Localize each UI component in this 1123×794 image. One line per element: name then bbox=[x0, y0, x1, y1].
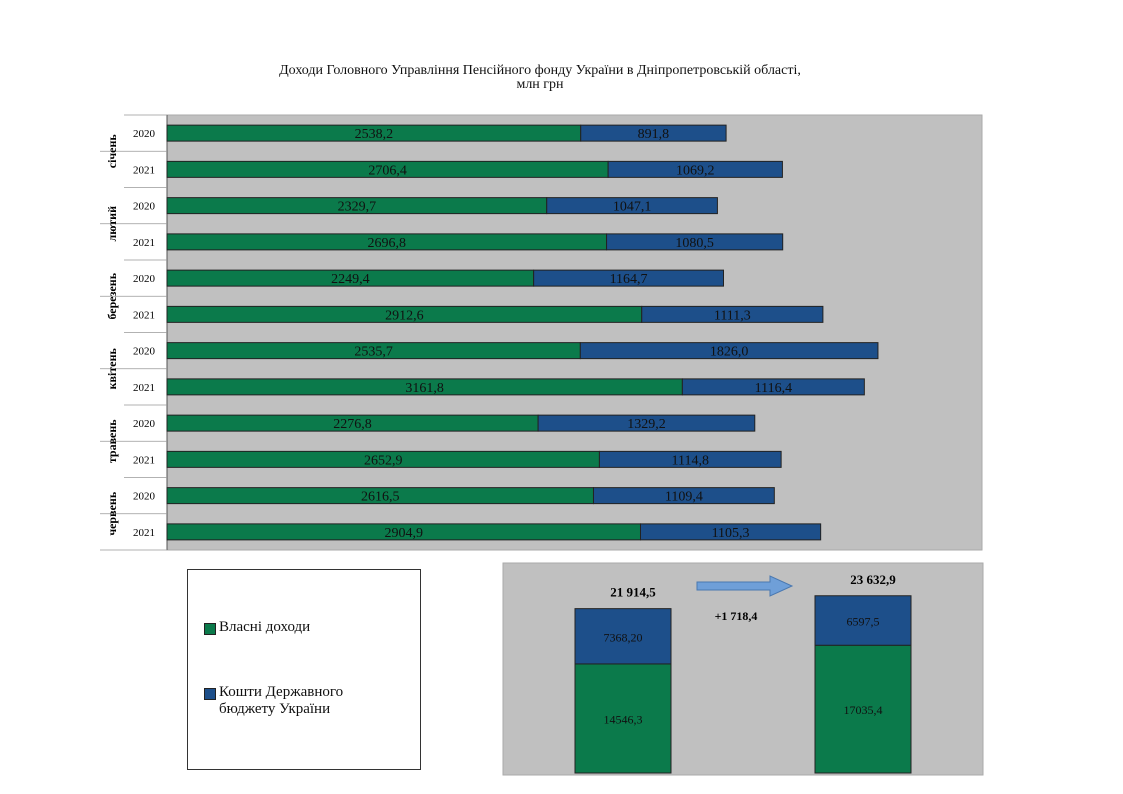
data-label-own: 2706,4 bbox=[368, 163, 407, 178]
year-label: 2021 bbox=[133, 454, 155, 466]
column-total: 23 632,9 bbox=[850, 572, 896, 587]
month-label: березень bbox=[105, 272, 119, 319]
data-label-budget: 1047,1 bbox=[613, 200, 652, 215]
data-label-own: 3161,8 bbox=[405, 381, 444, 396]
month-label: квітень bbox=[105, 347, 119, 389]
data-label-budget: 1116,4 bbox=[755, 381, 792, 396]
legend-label-line: Кошти Державного bbox=[219, 684, 344, 700]
data-label-own: 2538,2 bbox=[355, 127, 394, 142]
bar-budget bbox=[579, 342, 879, 360]
column-label-own: 17035,4 bbox=[844, 703, 883, 717]
difference-label: +1 718,4 bbox=[715, 609, 758, 623]
column-own bbox=[814, 644, 912, 774]
year-label: 2021 bbox=[133, 309, 155, 321]
data-label-budget: 1105,3 bbox=[712, 526, 750, 541]
bar-budget bbox=[641, 305, 824, 323]
chart-title: Доходи Головного Управління Пенсійного ф… bbox=[150, 64, 930, 92]
legend-swatch-green bbox=[204, 623, 216, 635]
data-label-budget: 1114,8 bbox=[672, 453, 709, 468]
bar-budget bbox=[639, 523, 822, 541]
data-label-budget: 1080,5 bbox=[675, 236, 714, 251]
column-budget bbox=[574, 608, 672, 665]
year-label: 2020 bbox=[133, 418, 156, 430]
legend-label-line: бюджету України bbox=[219, 701, 331, 717]
bar-budget bbox=[592, 487, 775, 505]
arrow-right-icon bbox=[696, 575, 794, 597]
year-label: 2020 bbox=[133, 128, 156, 140]
bar-budget bbox=[607, 160, 783, 178]
data-label-own: 2652,9 bbox=[364, 453, 403, 468]
year-label: 2021 bbox=[133, 527, 155, 539]
plot-area bbox=[166, 114, 983, 551]
legend-item-budget: Кошти Державного бюджету України bbox=[204, 684, 343, 718]
data-label-budget: 1109,4 bbox=[665, 490, 703, 505]
month-label: травень bbox=[105, 419, 119, 463]
bar-budget bbox=[546, 197, 718, 215]
month-label: січень bbox=[105, 134, 119, 169]
data-label-own: 2912,6 bbox=[385, 308, 424, 323]
data-label-budget: 891,8 bbox=[638, 127, 670, 142]
data-label-budget: 1111,3 bbox=[714, 308, 751, 323]
column-label-own: 14546,3 bbox=[604, 712, 643, 726]
year-label: 2020 bbox=[133, 346, 156, 358]
data-label-own: 2535,7 bbox=[354, 345, 393, 360]
legend: Власні доходи Кошти Державного бюджету Ук… bbox=[187, 569, 421, 770]
bar-budget bbox=[537, 414, 756, 432]
legend-item-own: Власні доходи bbox=[204, 619, 310, 636]
data-label-own: 2616,5 bbox=[361, 490, 400, 505]
year-label: 2020 bbox=[133, 491, 156, 503]
legend-swatch-blue bbox=[204, 688, 216, 700]
data-label-budget: 1826,0 bbox=[710, 345, 749, 360]
bar-budget bbox=[681, 378, 865, 396]
data-label-budget: 1164,7 bbox=[610, 272, 648, 287]
column-total: 21 914,5 bbox=[610, 585, 656, 600]
year-label: 2020 bbox=[133, 201, 156, 213]
legend-label: Кошти Державного бюджету України bbox=[219, 684, 343, 718]
bar-budget bbox=[580, 124, 727, 142]
data-label-budget: 1329,2 bbox=[627, 417, 666, 432]
data-label-own: 2904,9 bbox=[384, 526, 423, 541]
data-label-own: 2329,7 bbox=[338, 200, 377, 215]
bar-budget bbox=[533, 269, 724, 287]
year-label: 2021 bbox=[133, 382, 155, 394]
data-label-own: 2249,4 bbox=[331, 272, 370, 287]
title-line: Доходи Головного Управління Пенсійного ф… bbox=[279, 63, 801, 78]
data-label-own: 2276,8 bbox=[333, 417, 372, 432]
column-label-budget: 7368,20 bbox=[604, 630, 643, 644]
bar-budget bbox=[598, 450, 782, 468]
subtitle-line: млн грн bbox=[516, 77, 564, 92]
year-label: 2020 bbox=[133, 273, 156, 285]
column-budget bbox=[814, 595, 912, 646]
year-label: 2021 bbox=[133, 237, 155, 249]
column-label-budget: 6597,5 bbox=[847, 614, 880, 628]
data-label-budget: 1069,2 bbox=[676, 163, 715, 178]
bar-budget bbox=[606, 233, 784, 251]
data-label-own: 2696,8 bbox=[368, 236, 407, 251]
legend-label: Власні доходи bbox=[219, 619, 311, 635]
month-label: лютий bbox=[105, 206, 119, 242]
month-label: червень bbox=[105, 491, 119, 535]
column-own bbox=[574, 663, 672, 774]
year-label: 2021 bbox=[133, 164, 155, 176]
